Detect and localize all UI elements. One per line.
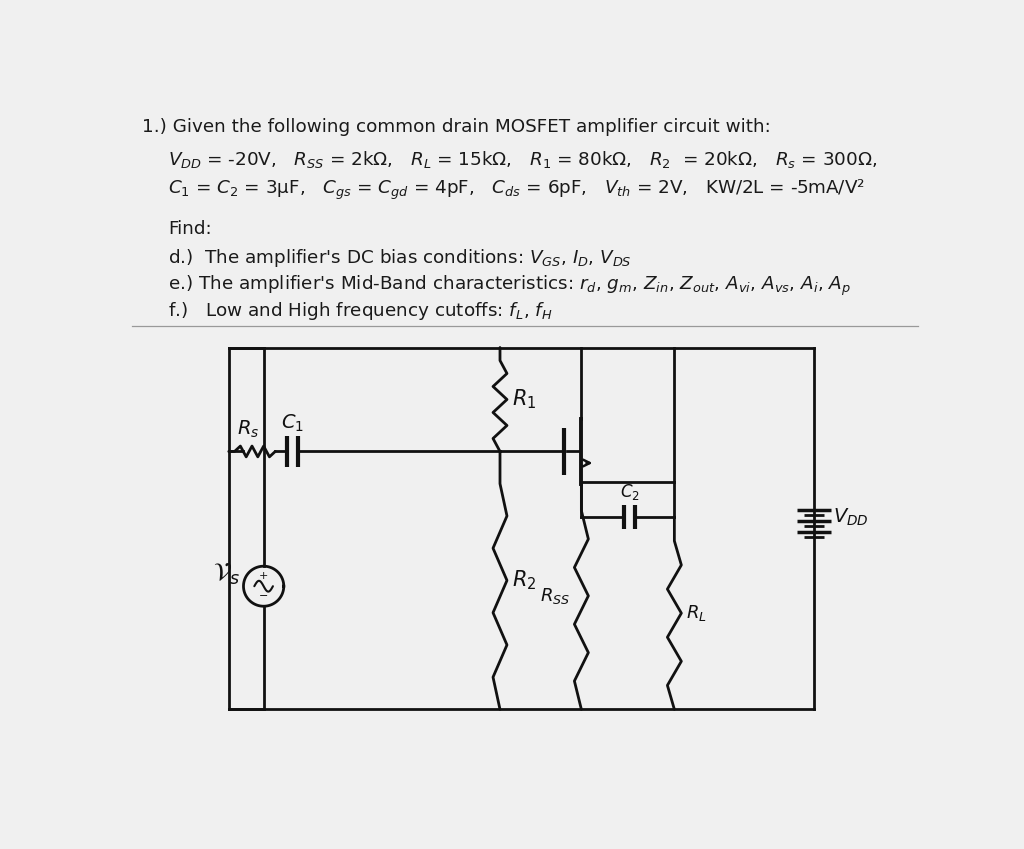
Text: $R_1$: $R_1$ bbox=[512, 388, 536, 411]
Text: $C_1$: $C_1$ bbox=[281, 413, 304, 434]
Text: $V_{DD}$ = -20V,   $R_{SS}$ = 2kΩ,   $R_L$ = 15kΩ,   $R_1$ = 80kΩ,   $R_2$  = 20: $V_{DD}$ = -20V, $R_{SS}$ = 2kΩ, $R_L$ =… bbox=[168, 149, 878, 170]
Text: 1.) Given the following common drain MOSFET amplifier circuit with:: 1.) Given the following common drain MOS… bbox=[142, 118, 771, 136]
Text: $R_L$: $R_L$ bbox=[686, 603, 707, 623]
Text: $R_2$: $R_2$ bbox=[512, 569, 536, 593]
Text: −: − bbox=[259, 591, 268, 601]
Text: $C_2$: $C_2$ bbox=[620, 482, 640, 502]
Text: e.) The amplifier's Mid-Band characteristics: $r_d$, $g_m$, $Z_{in}$, $Z_{out}$,: e.) The amplifier's Mid-Band characteris… bbox=[168, 273, 851, 298]
Text: $V_{DD}$: $V_{DD}$ bbox=[834, 506, 869, 527]
Text: $R_{SS}$: $R_{SS}$ bbox=[540, 586, 569, 606]
Text: Find:: Find: bbox=[168, 221, 212, 239]
Text: $R_s$: $R_s$ bbox=[237, 419, 259, 440]
Text: f.)   Low and High frequency cutoffs: $f_L$, $f_H$: f.) Low and High frequency cutoffs: $f_L… bbox=[168, 300, 553, 322]
Text: $\mathcal{V}_s$: $\mathcal{V}_s$ bbox=[213, 562, 241, 588]
Text: $C_1$ = $C_2$ = 3μF,   $C_{gs}$ = $C_{gd}$ = 4pF,   $C_{ds}$ = 6pF,   $V_{th}$ =: $C_1$ = $C_2$ = 3μF, $C_{gs}$ = $C_{gd}$… bbox=[168, 178, 865, 202]
Text: d.)  The amplifier's DC bias conditions: $V_{GS}$, $I_D$, $V_{DS}$: d.) The amplifier's DC bias conditions: … bbox=[168, 247, 632, 269]
Text: +: + bbox=[259, 571, 268, 582]
